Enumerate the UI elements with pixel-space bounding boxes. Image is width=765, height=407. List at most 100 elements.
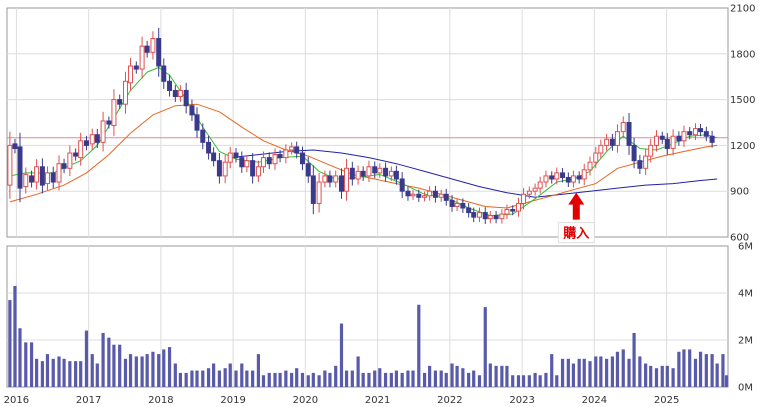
ma-long-line xyxy=(230,149,718,198)
volume-bar xyxy=(256,354,261,387)
volume-bar xyxy=(627,358,631,387)
volume-bar xyxy=(344,370,349,387)
volume-bar xyxy=(450,363,454,387)
volume-bar xyxy=(433,370,438,387)
candle-up xyxy=(476,212,482,218)
volume-bar xyxy=(95,363,99,387)
candle-up xyxy=(260,157,266,168)
year-tick-label: 2018 xyxy=(148,395,173,406)
candle-up xyxy=(422,195,428,198)
volume-bar xyxy=(68,361,72,387)
volume-bar xyxy=(467,372,471,387)
candle-up xyxy=(604,138,610,146)
candle-up xyxy=(333,175,339,183)
candle-up xyxy=(587,161,593,171)
candle-up xyxy=(653,135,659,146)
year-tick-label: 2020 xyxy=(293,395,318,406)
price-tick-label: 600 xyxy=(730,233,749,244)
candle-down xyxy=(250,160,256,177)
candle-down xyxy=(482,212,488,220)
candle-down xyxy=(460,202,466,209)
candle-down xyxy=(576,175,582,180)
candle-up xyxy=(344,167,350,192)
volume-bar xyxy=(284,370,288,387)
price-tick-label: 900 xyxy=(730,187,749,198)
candle-up xyxy=(177,89,183,98)
candle-up xyxy=(322,175,328,183)
volume-bar xyxy=(123,358,128,387)
candle-down xyxy=(194,114,200,131)
volume-bar xyxy=(704,354,708,387)
volume-bar xyxy=(290,372,294,387)
volume-bar xyxy=(724,375,729,387)
volume-bar xyxy=(544,372,548,387)
candle-up xyxy=(648,144,654,157)
candle-down xyxy=(61,163,67,169)
volume-bar xyxy=(710,354,714,387)
candle-down xyxy=(399,178,405,192)
volume-bar xyxy=(350,370,354,387)
volume-bar xyxy=(560,358,565,387)
volume-bar xyxy=(134,356,138,387)
candle-down xyxy=(687,131,693,136)
candle-down xyxy=(310,175,316,204)
volume-bar xyxy=(112,344,116,387)
year-tick-label: 2025 xyxy=(654,395,679,406)
year-tick-label: 2017 xyxy=(76,395,101,406)
volume-bar xyxy=(477,375,482,387)
volume-bar xyxy=(444,372,448,387)
candle-up xyxy=(255,166,261,177)
volume-bar xyxy=(173,363,177,387)
volume-bar xyxy=(367,372,371,387)
volume-bar xyxy=(18,328,22,387)
volume-bar xyxy=(400,372,404,387)
candle-up xyxy=(100,120,106,143)
candle-up xyxy=(554,172,560,180)
candle-down xyxy=(167,80,173,91)
volume-bar xyxy=(566,358,570,387)
candle-up xyxy=(543,175,549,183)
candle-up xyxy=(377,167,383,174)
candle-up xyxy=(150,38,156,53)
candle-down xyxy=(510,209,516,212)
candle-down xyxy=(659,135,665,140)
ma-mid-line xyxy=(9,103,718,209)
candle-up xyxy=(681,131,687,142)
candle-up xyxy=(598,144,604,154)
year-tick-label: 2016 xyxy=(4,395,29,406)
volume-bar xyxy=(406,370,410,387)
volume-bar xyxy=(245,370,249,387)
volume-bar xyxy=(511,375,515,387)
candle-down xyxy=(50,172,56,183)
volume-bar xyxy=(644,363,648,387)
volume-bar xyxy=(605,358,609,387)
volume-bar xyxy=(428,365,432,387)
volume-tick-label: 2M xyxy=(738,336,753,347)
candle-up xyxy=(454,202,460,207)
volume-bar xyxy=(688,349,692,387)
volume-bar xyxy=(261,375,266,387)
volume-bar xyxy=(79,361,83,387)
volume-bar xyxy=(328,372,332,387)
candle-down xyxy=(626,122,632,146)
volume-bar xyxy=(422,372,427,387)
volume-tick-label: 4M xyxy=(738,289,753,300)
candle-up xyxy=(128,65,134,84)
volume-bar xyxy=(128,354,133,387)
candle-down xyxy=(299,152,305,165)
candle-down xyxy=(233,152,239,159)
volume-bar xyxy=(157,354,161,387)
candle-down xyxy=(29,175,35,183)
candle-down xyxy=(471,212,477,218)
year-tick-label: 2024 xyxy=(582,395,607,406)
volume-bar xyxy=(389,372,393,387)
year-tick-label: 2021 xyxy=(365,395,390,406)
candle-down xyxy=(305,163,311,177)
candle-down xyxy=(106,120,112,125)
volume-bar xyxy=(178,372,182,387)
volume-bar xyxy=(57,356,61,387)
volume-bar xyxy=(107,337,111,387)
candle-up xyxy=(56,163,62,183)
volume-bar xyxy=(101,332,105,387)
volume-bar xyxy=(223,368,227,387)
